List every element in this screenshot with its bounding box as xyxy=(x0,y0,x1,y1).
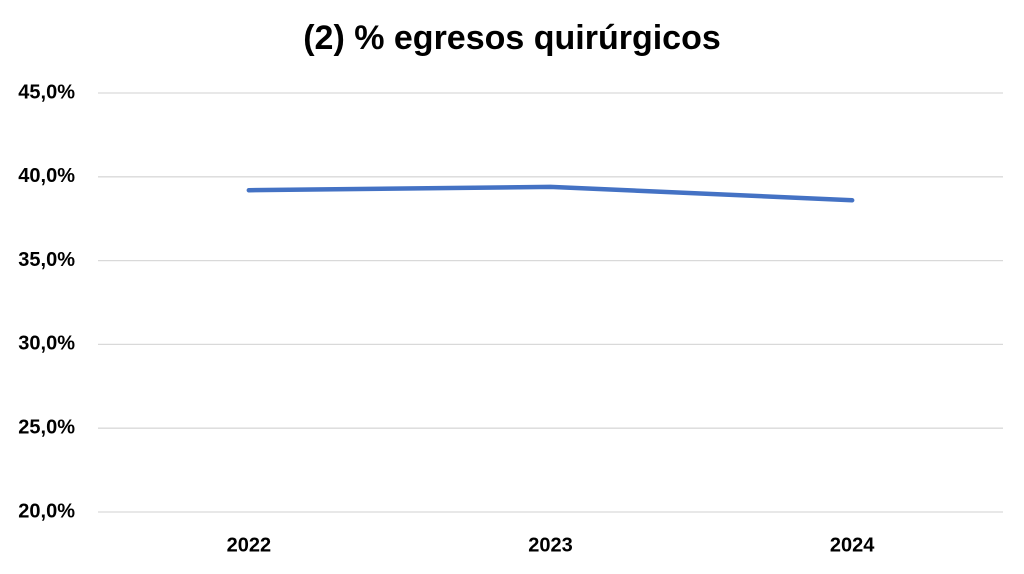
x-tick-label: 2024 xyxy=(830,534,875,556)
x-tick-label: 2023 xyxy=(528,534,573,556)
chart-title: (2) % egresos quirúrgicos xyxy=(303,19,721,57)
data-line xyxy=(246,184,855,203)
y-tick-label: 30,0% xyxy=(18,333,75,355)
y-tick-label: 35,0% xyxy=(18,249,75,271)
y-tick-label: 45,0% xyxy=(18,81,75,103)
y-tick-label: 25,0% xyxy=(18,416,75,438)
x-tick-label: 2022 xyxy=(227,534,272,556)
y-tick-label: 20,0% xyxy=(18,500,75,522)
y-tick-label: 40,0% xyxy=(18,165,75,187)
